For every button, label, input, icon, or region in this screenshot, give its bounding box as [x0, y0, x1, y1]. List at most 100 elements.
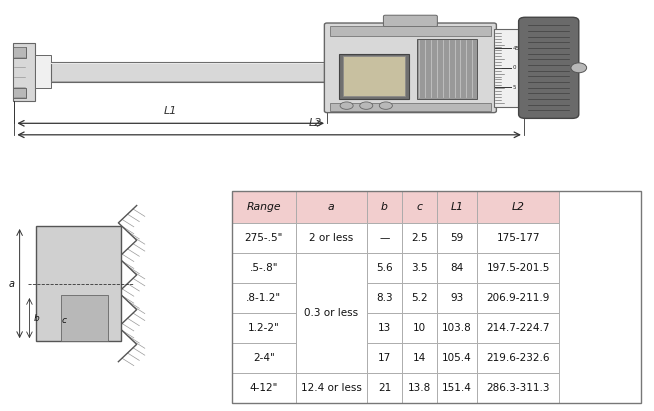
- Bar: [477, 313, 559, 343]
- Text: L1: L1: [164, 106, 177, 116]
- Text: 2.5: 2.5: [411, 233, 428, 243]
- Circle shape: [571, 63, 587, 73]
- Text: 275-.5": 275-.5": [245, 233, 283, 243]
- Bar: [402, 283, 437, 313]
- Text: 8.3: 8.3: [376, 293, 393, 303]
- Bar: [367, 191, 402, 223]
- Bar: [477, 223, 559, 253]
- Bar: [402, 223, 437, 253]
- Text: 84: 84: [451, 263, 464, 273]
- Bar: [61, 295, 108, 341]
- Bar: [477, 343, 559, 373]
- Text: L2: L2: [512, 202, 525, 212]
- Bar: [437, 343, 477, 373]
- Bar: [477, 191, 559, 223]
- Text: 5.6: 5.6: [376, 263, 393, 273]
- Text: 12.4 or less: 12.4 or less: [301, 383, 362, 393]
- Text: 0.3 or less: 0.3 or less: [304, 308, 358, 318]
- Text: 21: 21: [378, 383, 391, 393]
- Bar: [367, 373, 402, 403]
- Bar: [402, 253, 437, 283]
- Bar: [232, 283, 296, 313]
- Text: b: b: [33, 314, 39, 323]
- Bar: [367, 253, 402, 283]
- Text: Range: Range: [247, 202, 281, 212]
- FancyBboxPatch shape: [324, 23, 496, 113]
- Bar: [232, 313, 296, 343]
- Text: .5-.8": .5-.8": [250, 263, 278, 273]
- Text: 93: 93: [451, 293, 464, 303]
- Bar: [35, 55, 51, 88]
- Text: L2: L2: [308, 118, 322, 128]
- Text: a: a: [8, 279, 14, 289]
- Bar: [339, 54, 409, 99]
- Bar: [232, 343, 296, 373]
- Text: 13: 13: [378, 323, 391, 333]
- Text: 2 or less: 2 or less: [309, 233, 353, 243]
- Text: 219.6-232.6: 219.6-232.6: [487, 353, 550, 363]
- Bar: [402, 313, 437, 343]
- Bar: [232, 373, 296, 403]
- Text: 105.4: 105.4: [442, 353, 472, 363]
- Bar: [437, 253, 477, 283]
- Bar: [477, 253, 559, 283]
- Text: .8-1.2": .8-1.2": [247, 293, 281, 303]
- Text: b: b: [381, 202, 388, 212]
- Bar: [296, 373, 367, 403]
- Text: c: c: [416, 202, 422, 212]
- Text: —: —: [379, 233, 390, 243]
- Bar: [402, 343, 437, 373]
- Text: 13.8: 13.8: [407, 383, 431, 393]
- Text: 59: 59: [451, 233, 464, 243]
- Ellipse shape: [379, 102, 392, 109]
- Bar: [437, 373, 477, 403]
- Bar: [343, 56, 405, 96]
- Bar: [477, 373, 559, 403]
- Bar: [402, 373, 437, 403]
- Text: 2-4": 2-4": [253, 353, 275, 363]
- Text: 1.2-2": 1.2-2": [248, 323, 280, 333]
- Text: 17: 17: [378, 353, 391, 363]
- Bar: [367, 223, 402, 253]
- Text: 151.4: 151.4: [442, 383, 472, 393]
- Bar: [36, 226, 121, 341]
- Bar: [437, 283, 477, 313]
- Text: 197.5-201.5: 197.5-201.5: [487, 263, 550, 273]
- Bar: [232, 253, 296, 283]
- Ellipse shape: [360, 102, 373, 109]
- Text: 14: 14: [413, 353, 426, 363]
- Text: c: c: [61, 316, 67, 325]
- Bar: [417, 39, 477, 99]
- Bar: [232, 223, 296, 253]
- Bar: [51, 62, 340, 82]
- Text: L1: L1: [451, 202, 464, 212]
- Bar: [296, 191, 367, 223]
- Bar: [367, 283, 402, 313]
- Ellipse shape: [340, 102, 353, 109]
- Bar: [437, 223, 477, 253]
- Text: 103.8: 103.8: [442, 323, 472, 333]
- Bar: [367, 313, 402, 343]
- Text: 214.7-224.7: 214.7-224.7: [487, 323, 550, 333]
- Text: a: a: [328, 202, 335, 212]
- Bar: [437, 191, 477, 223]
- Bar: [402, 191, 437, 223]
- Text: 4-12": 4-12": [250, 383, 278, 393]
- Text: 175-177: 175-177: [496, 233, 540, 243]
- Text: 45: 45: [513, 46, 520, 51]
- FancyBboxPatch shape: [519, 17, 579, 118]
- Bar: [330, 103, 490, 111]
- Bar: [367, 343, 402, 373]
- Text: 5.2: 5.2: [411, 293, 428, 303]
- Text: 206.9-211.9: 206.9-211.9: [487, 293, 550, 303]
- Bar: [494, 29, 525, 107]
- Text: 3.5: 3.5: [411, 263, 428, 273]
- Text: 10: 10: [413, 323, 426, 333]
- Bar: [437, 313, 477, 343]
- Bar: [232, 191, 641, 403]
- Bar: [330, 26, 490, 36]
- FancyBboxPatch shape: [383, 15, 438, 27]
- Bar: [13, 47, 26, 58]
- Bar: [232, 191, 296, 223]
- Text: 286.3-311.3: 286.3-311.3: [487, 383, 550, 393]
